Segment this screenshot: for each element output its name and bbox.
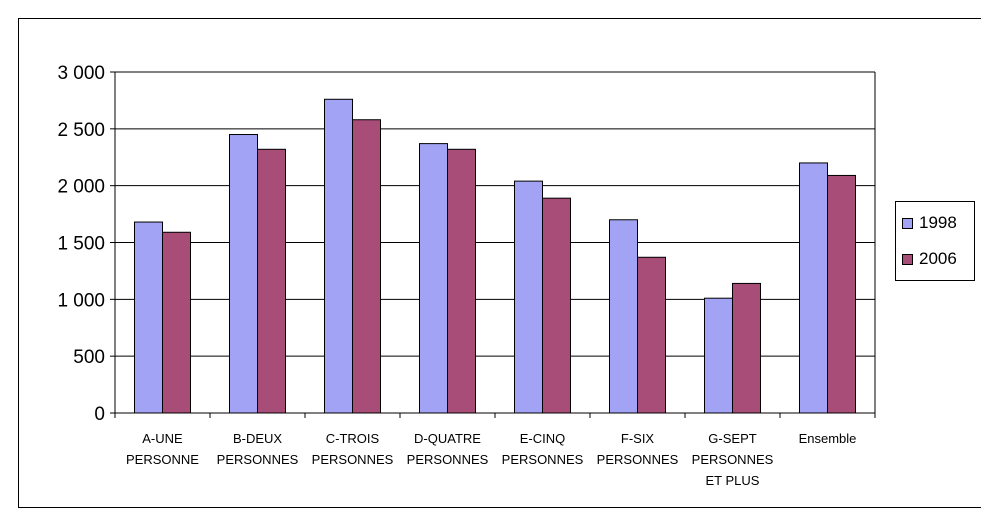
x-tick-label: PERSONNES	[502, 452, 584, 467]
y-tick-label: 2 000	[57, 177, 105, 198]
bar-2006-5	[637, 256, 666, 414]
legend: 1998 2006	[895, 201, 975, 281]
bar-1998-6	[704, 297, 733, 414]
x-tick-label: PERSONNE	[126, 452, 199, 467]
bar-2006-7	[827, 174, 856, 414]
bar-chart: 0 500 1 000 1 500 2 000 2 500 3 000 A-UNE PERSON…	[57, 63, 876, 488]
x-tick-label: F-SIX	[621, 431, 655, 446]
x-tick-label: C-TROIS	[326, 431, 380, 446]
legend-item-2006: 2006	[902, 248, 957, 270]
x-tick-label: E-CINQ	[520, 431, 566, 446]
bar-1998-1	[229, 134, 258, 414]
y-tick-label: 0	[94, 404, 105, 425]
y-tick-label: 1 500	[57, 234, 105, 255]
bar-2006-2	[352, 119, 381, 414]
y-tick-label: 3 000	[57, 63, 105, 84]
bar-1998-5	[609, 219, 638, 414]
x-tick-label: B-DEUX	[233, 431, 282, 446]
legend-item-1998: 1998	[902, 212, 957, 234]
bar-1998-2	[324, 98, 353, 414]
x-tick-label: PERSONNES	[692, 452, 774, 467]
bar-2006-4	[542, 197, 571, 414]
legend-swatch-1998	[902, 217, 913, 229]
legend-label-2006: 2006	[919, 249, 957, 268]
x-tick-label: D-QUATRE	[414, 431, 481, 446]
x-tick-label: PERSONNES	[312, 452, 394, 467]
legend-label-1998: 1998	[919, 213, 957, 232]
bar-1998-0	[134, 221, 163, 414]
x-tick-label: ET PLUS	[706, 473, 760, 488]
x-tick-label: G-SEPT	[708, 431, 756, 446]
bar-2006-3	[447, 148, 476, 414]
x-tick-label: PERSONNES	[597, 452, 679, 467]
x-tick-label: PERSONNES	[407, 452, 489, 467]
bar-1998-3	[419, 143, 448, 414]
bar-2006-1	[257, 148, 286, 414]
bar-2006-6	[732, 282, 761, 414]
bar-1998-4	[514, 180, 543, 414]
y-tick-label: 2 500	[57, 120, 105, 141]
x-tick-label: A-UNE	[142, 431, 183, 446]
x-tick-label: PERSONNES	[217, 452, 299, 467]
legend-swatch-2006	[902, 253, 913, 265]
y-tick-label: 1 000	[57, 290, 105, 311]
x-tick-label: Ensemble	[799, 431, 857, 446]
bar-2006-0	[162, 231, 191, 414]
bar-1998-7	[799, 162, 828, 414]
y-tick-label: 500	[73, 347, 105, 368]
